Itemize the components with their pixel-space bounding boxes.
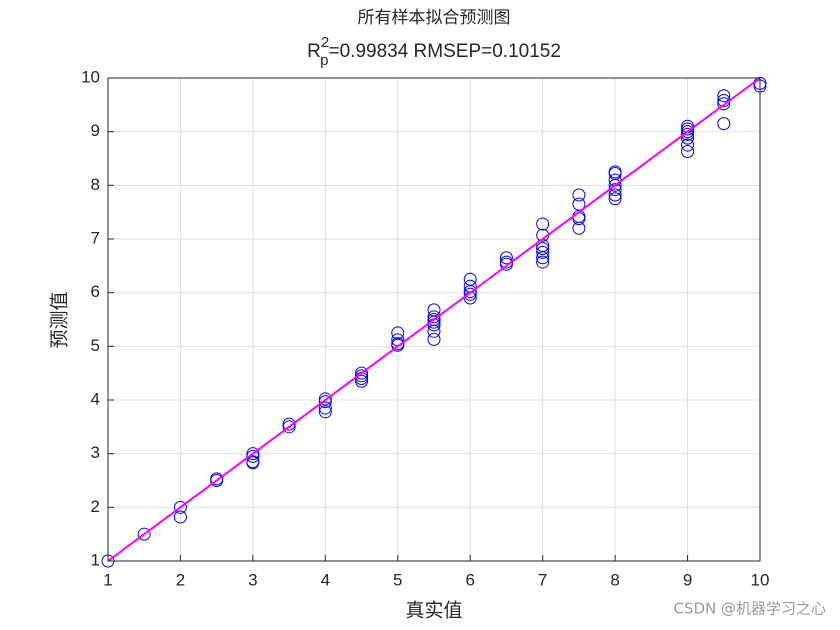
point — [427, 324, 441, 338]
point — [536, 217, 550, 231]
point — [355, 374, 369, 388]
x-tick-label: 6 — [465, 570, 474, 589]
point — [717, 117, 731, 131]
point — [463, 287, 477, 301]
subtitle-sup: 2 — [321, 34, 329, 51]
y-tick-label: 5 — [91, 336, 100, 355]
y-tick-label: 7 — [91, 228, 100, 247]
point — [681, 127, 695, 141]
ticks: 1 2 3 4 5 6 7 8 9 10 1 2 3 4 5 6 7 8 9 10 — [81, 67, 769, 589]
point — [717, 97, 731, 111]
point — [681, 145, 695, 159]
x-axis-label: 真实值 — [405, 600, 462, 622]
point — [391, 338, 405, 352]
point — [318, 392, 332, 406]
point — [536, 242, 550, 256]
y-tick-label: 3 — [91, 443, 100, 462]
x-tick-label: 4 — [321, 570, 330, 589]
y-tick-label: 1 — [91, 550, 100, 569]
point — [246, 447, 260, 461]
x-tick-label: 7 — [538, 570, 547, 589]
x-tick-label: 5 — [393, 570, 402, 589]
point — [608, 192, 622, 206]
point — [246, 456, 260, 470]
y-tick-label: 8 — [91, 175, 100, 194]
point — [318, 405, 332, 419]
point — [137, 527, 151, 541]
x-tick-label: 8 — [610, 570, 619, 589]
grid — [107, 77, 761, 562]
point — [427, 310, 441, 324]
point — [681, 138, 695, 152]
point — [427, 315, 441, 329]
y-tick-label: 2 — [91, 497, 100, 516]
point — [355, 369, 369, 383]
point — [318, 401, 332, 415]
y-tick-label: 9 — [91, 121, 100, 140]
fit-line — [107, 77, 761, 562]
point — [282, 420, 296, 434]
point — [536, 251, 550, 265]
point — [427, 332, 441, 346]
y-tick-label: 6 — [91, 282, 100, 301]
subtitle-rest: =0.99834 RMSEP=0.10152 — [329, 41, 561, 62]
y-tick-label: 4 — [91, 389, 100, 408]
chart-subtitle: R2 p=0.99834 RMSEP=0.10152 — [307, 34, 561, 69]
y-tick-label: 10 — [81, 67, 100, 86]
point — [572, 188, 586, 202]
point — [173, 500, 187, 514]
subtitle-base: R — [307, 41, 321, 62]
x-tick-label: 1 — [103, 570, 112, 589]
point — [318, 395, 332, 409]
point — [572, 221, 586, 235]
subtitle-sub: p — [320, 52, 328, 69]
point — [282, 417, 296, 431]
x-tick-label: 2 — [176, 570, 185, 589]
point — [173, 510, 187, 524]
axes-box — [107, 77, 761, 562]
point — [608, 188, 622, 202]
point — [536, 255, 550, 269]
point — [536, 245, 550, 259]
point — [246, 449, 260, 463]
point — [355, 366, 369, 380]
watermark: CSDN @机器学习之心 — [673, 600, 826, 618]
point — [681, 125, 695, 139]
y-axis-label: 预测值 — [49, 291, 71, 348]
point — [717, 89, 731, 103]
point — [608, 178, 622, 192]
point — [681, 122, 695, 136]
point — [210, 474, 224, 487]
point — [463, 285, 477, 299]
point — [499, 257, 513, 271]
x-tick-label: 3 — [248, 570, 257, 589]
point — [499, 251, 513, 265]
x-tick-label: 9 — [683, 570, 692, 589]
x-tick-label: 10 — [751, 570, 770, 589]
chart-title: 所有样本拟合预测图 — [358, 8, 511, 28]
